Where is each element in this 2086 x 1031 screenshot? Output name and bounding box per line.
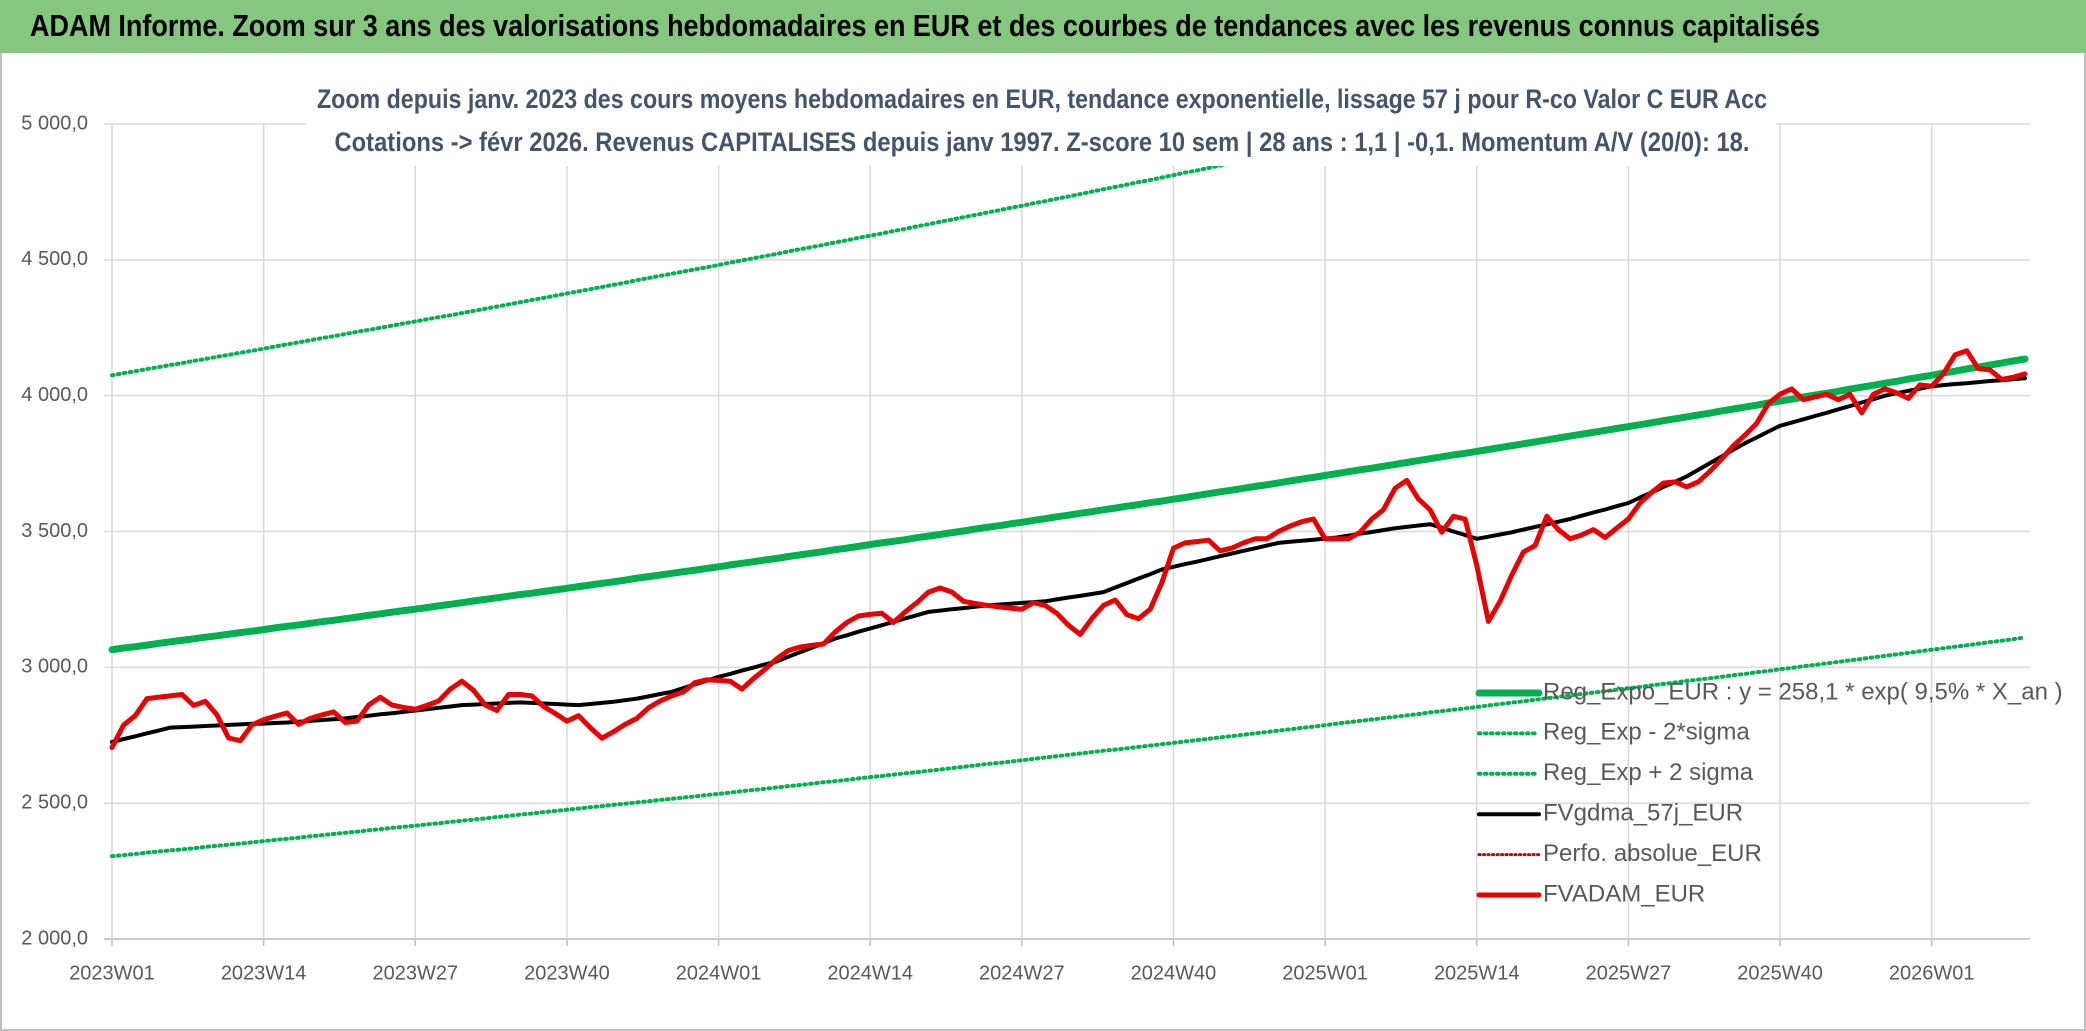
x-tick-label: 2024W27: [979, 962, 1065, 984]
legend-label: FVgdma_57j_EUR: [1543, 800, 1743, 827]
legend-label: Reg_Exp + 2 sigma: [1543, 759, 1754, 786]
y-tick-label: 3 500,0: [21, 520, 88, 542]
x-tick-label: 2025W14: [1434, 962, 1520, 984]
x-tick-label: 2023W40: [524, 962, 610, 984]
x-tick-label: 2025W01: [1282, 962, 1368, 984]
plot-lines: [108, 120, 2029, 859]
header-bar: [0, 0, 2086, 53]
y-tick-label: 3 000,0: [21, 656, 88, 678]
legend-label: FVADAM_EUR: [1543, 880, 1705, 907]
x-tick-label: 2024W40: [1131, 962, 1217, 984]
legend-label: Reg_Expo_EUR : y = 258,1 * exp( 9,5% * X…: [1543, 678, 2063, 705]
header-title: ADAM Informe. Zoom sur 3 ans des valoris…: [30, 8, 1820, 43]
y-tick-label: 4 000,0: [21, 384, 88, 406]
grid: 2 000,0 2 500,0 3 000,0 3 500,0 4 000,0 4 500…: [21, 112, 2030, 984]
series-line: [108, 355, 2029, 654]
x-tick-label: 2024W14: [827, 962, 913, 984]
x-tick-label: 2025W27: [1586, 962, 1672, 984]
series-line: [110, 120, 1448, 378]
x-tick-label: 2026W01: [1889, 962, 1975, 984]
legend-label: Perfo. absolue_EUR: [1543, 840, 1762, 867]
title-box: [306, 80, 1776, 166]
series-line: [110, 635, 2027, 859]
y-tick-label: 2 000,0: [21, 927, 88, 949]
legend-label: Reg_Exp - 2*sigma: [1543, 719, 1750, 746]
y-tick-label: 2 500,0: [21, 791, 88, 813]
x-tick-label: 2023W14: [221, 962, 307, 984]
x-tick-label: 2023W27: [372, 962, 458, 984]
y-tick-label: 5 000,0: [21, 112, 88, 134]
legend: Reg_Expo_EUR : y = 258,1 * exp( 9,5% * X…: [1475, 678, 2063, 907]
chart-subtitle: Cotations -> févr 2026. Revenus CAPITALI…: [335, 127, 1750, 157]
x-tick-label: 2025W40: [1737, 962, 1823, 984]
y-tick-label: 4 500,0: [21, 248, 88, 270]
x-tick-label: 2024W01: [676, 962, 762, 984]
chart-title: Zoom depuis janv. 2023 des cours moyens …: [317, 84, 1767, 114]
series-line: [110, 376, 2027, 744]
x-tick-label: 2023W01: [69, 962, 155, 984]
series-line: [109, 348, 2028, 750]
